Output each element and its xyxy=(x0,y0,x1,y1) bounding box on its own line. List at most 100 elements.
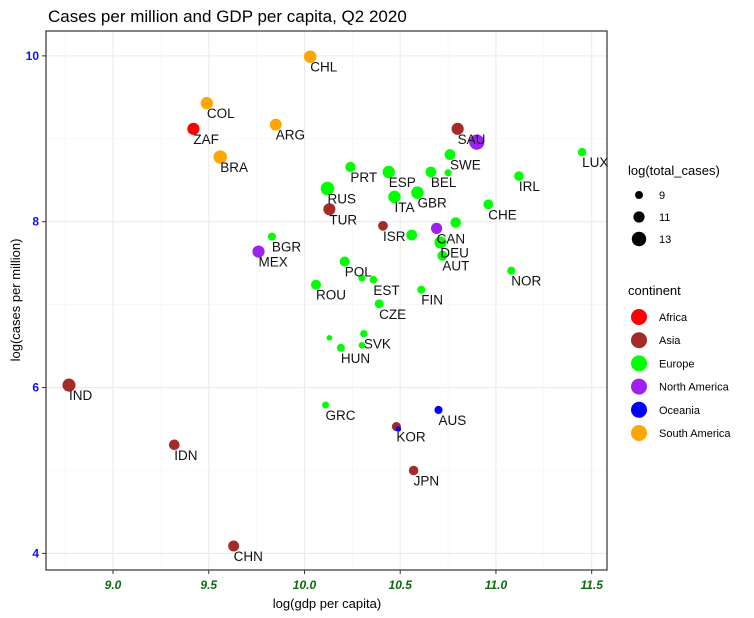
data-point-jpn xyxy=(408,465,419,476)
point-label-tur: TUR xyxy=(329,212,357,227)
color-legend-key-oceania xyxy=(631,401,647,418)
data-point-unlabeled-28 xyxy=(358,274,366,282)
chart-title: Cases per million and GDP per capita, Q2… xyxy=(48,7,407,26)
point-label-rus: RUS xyxy=(327,192,356,207)
point-label-prt: PRT xyxy=(350,170,377,185)
color-legend-key-south-america xyxy=(631,425,647,441)
color-legend-label: Oceania xyxy=(659,405,701,417)
y-axis-ticks: 4 6 8 10 xyxy=(26,49,46,560)
point-label-mex: MEX xyxy=(259,255,288,270)
data-point-sau xyxy=(451,122,464,135)
x-tick-label: 11.5 xyxy=(580,578,603,592)
color-legend-key-asia xyxy=(631,332,647,349)
data-point-isr xyxy=(378,221,388,231)
point-label-aus: AUS xyxy=(439,413,467,428)
data-point-unlabeled-22 xyxy=(450,217,462,228)
data-point-gbr xyxy=(411,186,424,199)
x-tick-label: 9.0 xyxy=(105,578,122,592)
point-label-col: COL xyxy=(207,106,235,121)
point-label-can: CAN xyxy=(437,231,466,246)
data-point-irl xyxy=(514,171,524,181)
data-point-hun xyxy=(336,343,345,352)
data-point-chn xyxy=(228,540,240,552)
data-point-unlabeled-6 xyxy=(469,134,485,150)
size-legend-label: 9 xyxy=(659,190,665,202)
y-axis-title: log(cases per million) xyxy=(8,239,23,362)
color-legend-label: North America xyxy=(659,382,730,394)
data-point-aut xyxy=(437,250,448,261)
point-label-arg: ARG xyxy=(276,128,305,143)
point-label-est: EST xyxy=(373,283,399,298)
x-tick-label: 10.0 xyxy=(293,578,317,592)
point-label-rou: ROU xyxy=(316,288,346,303)
data-points xyxy=(62,50,587,552)
data-point-fin xyxy=(417,285,426,294)
y-tick-label: 10 xyxy=(26,49,40,63)
data-point-grc xyxy=(322,401,330,409)
data-point-rou xyxy=(310,279,321,290)
color-legend-label: Europe xyxy=(659,358,694,370)
size-legend: log(total_cases) 9 11 13 xyxy=(628,163,720,247)
point-label-kor: KOR xyxy=(396,430,426,445)
color-legend-label: South America xyxy=(659,428,731,440)
data-point-swe xyxy=(444,149,456,160)
data-point-can xyxy=(430,222,443,234)
y-tick-label: 4 xyxy=(32,546,39,560)
data-point-zaf xyxy=(187,122,200,135)
grid-lines xyxy=(46,31,607,570)
point-label-isr: ISR xyxy=(383,229,406,244)
color-legend: continent Africa Asia Europe North America O… xyxy=(628,283,731,441)
x-axis-ticks: 9.0 9.5 10.0 10.5 11.0 11.5 xyxy=(105,570,603,592)
data-point-bgr xyxy=(267,232,276,241)
data-point-nor xyxy=(507,266,516,275)
data-point-ind xyxy=(62,378,76,392)
point-label-fin: FIN xyxy=(421,293,443,308)
data-point-chl xyxy=(303,50,317,63)
color-legend-label: Africa xyxy=(659,312,688,324)
point-label-nor: NOR xyxy=(511,274,541,289)
size-legend-key-11 xyxy=(633,211,645,223)
data-point-mex xyxy=(252,245,265,258)
y-tick-label: 6 xyxy=(32,381,39,395)
data-point-unlabeled-37 xyxy=(358,341,366,349)
data-point-rus xyxy=(320,181,335,196)
point-label-bel: BEL xyxy=(431,175,457,190)
data-point-unlabeled-35 xyxy=(326,334,333,341)
size-legend-label: 13 xyxy=(659,234,671,246)
point-label-che: CHE xyxy=(488,207,517,222)
data-point-lux xyxy=(577,147,587,157)
point-labels: CHL COL ZAF ARG BRA SAU SWE LUX PRT ESP BEL IRL RUS I… xyxy=(69,60,608,564)
data-point-pol xyxy=(339,256,350,267)
point-label-irl: IRL xyxy=(519,179,541,194)
point-label-sau: SAU xyxy=(458,132,486,147)
data-point-col xyxy=(200,96,214,110)
point-label-zaf: ZAF xyxy=(193,132,219,147)
point-label-cze: CZE xyxy=(379,307,406,322)
point-label-swe: SWE xyxy=(450,158,481,173)
point-label-chl: CHL xyxy=(310,60,337,75)
size-legend-key-13 xyxy=(631,231,647,247)
data-point-che xyxy=(483,199,494,210)
plot-panel-border xyxy=(45,30,608,571)
point-label-jpn: JPN xyxy=(414,473,440,488)
data-point-tur xyxy=(323,203,336,216)
color-legend-key-africa xyxy=(631,309,647,325)
point-label-bra: BRA xyxy=(220,160,248,175)
size-legend-key-9 xyxy=(635,191,643,199)
data-point-svk xyxy=(360,329,368,338)
point-label-esp: ESP xyxy=(389,175,416,190)
point-label-ind: IND xyxy=(69,388,93,403)
data-point-unlabeled-42 xyxy=(395,426,402,432)
y-tick-label: 8 xyxy=(32,215,39,229)
point-label-lux: LUX xyxy=(582,155,608,170)
point-label-ita: ITA xyxy=(394,200,414,215)
data-point-ita xyxy=(388,190,401,204)
point-label-deu: DEU xyxy=(440,245,469,260)
data-point-idn xyxy=(168,439,180,451)
point-label-pol: POL xyxy=(345,265,373,280)
data-point-est xyxy=(369,275,378,284)
data-point-deu xyxy=(434,236,447,249)
x-tick-label: 11.0 xyxy=(485,578,508,592)
data-point-esp xyxy=(382,165,395,179)
